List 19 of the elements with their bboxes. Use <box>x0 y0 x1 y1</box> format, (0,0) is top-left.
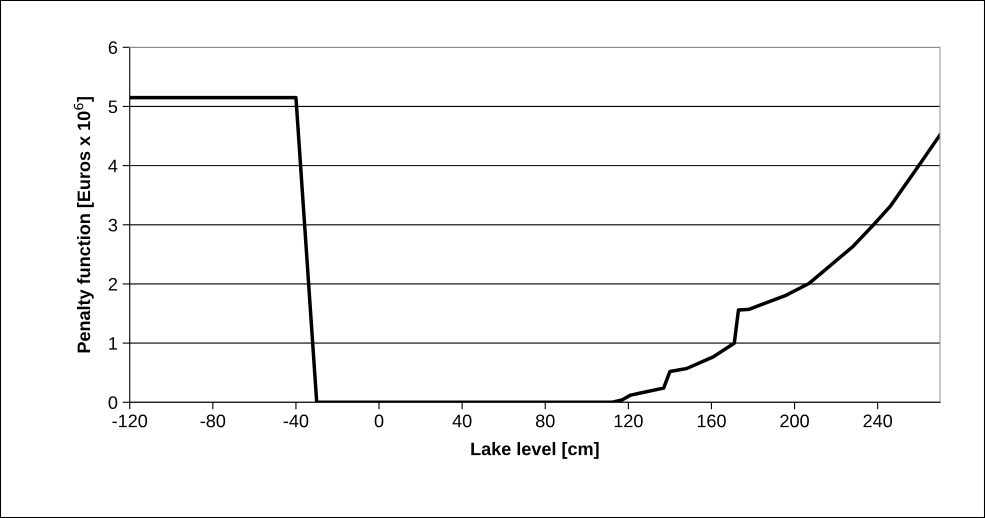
x-tick-label: 200 <box>780 414 809 428</box>
y-tick-label: 4 <box>108 160 118 172</box>
x-tick-label: 0 <box>374 414 384 428</box>
y-tick-label: 6 <box>108 41 118 54</box>
x-tick-label: 240 <box>864 414 892 428</box>
y-tick-label: 3 <box>108 218 118 232</box>
x-tick-label: -40 <box>284 414 308 428</box>
y-tick-label: 0 <box>108 396 118 409</box>
y-axis-title: Penalty function [Euros x 10$^{6}$] <box>74 97 94 352</box>
x-axis-title: Lake level [cm] <box>471 442 599 459</box>
y-tick-label: 5 <box>108 100 118 114</box>
x-tick-label: 120 <box>614 414 643 428</box>
x-tick-label: 80 <box>536 414 555 428</box>
y-tick-label: 1 <box>109 337 118 350</box>
x-tick-label: 160 <box>698 414 726 428</box>
x-tick-label: 40 <box>452 414 472 428</box>
x-tick-label: -120 <box>112 414 148 428</box>
x-tick-label: -80 <box>200 414 226 428</box>
y-tick-label: 2 <box>108 278 118 290</box>
